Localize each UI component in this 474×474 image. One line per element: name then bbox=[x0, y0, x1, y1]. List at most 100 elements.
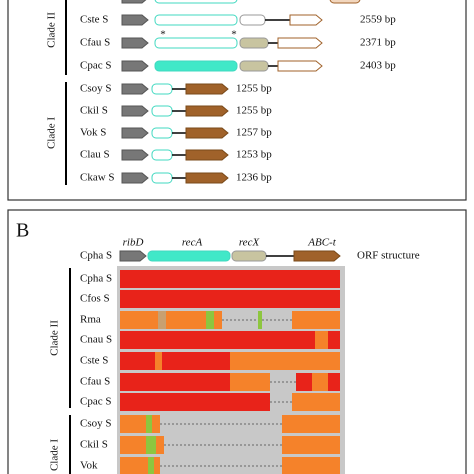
gene-arrow bbox=[277, 37, 323, 49]
gene-box bbox=[239, 14, 266, 26]
gene-arrow bbox=[121, 83, 149, 95]
alignment-block bbox=[155, 352, 162, 370]
gene-arrow bbox=[119, 250, 147, 262]
strain-label: Vok bbox=[80, 460, 98, 472]
alignment-block bbox=[268, 352, 340, 370]
alignment-block bbox=[296, 373, 312, 391]
alignment-block bbox=[328, 331, 340, 349]
alignment-block bbox=[120, 457, 148, 474]
gene-box bbox=[151, 105, 173, 117]
gene-box bbox=[231, 250, 267, 262]
alignment-block bbox=[258, 311, 262, 329]
gene-arrow bbox=[121, 149, 149, 161]
alignment-block bbox=[282, 415, 340, 433]
strain-label: Cpha S bbox=[80, 273, 112, 285]
gene-arrow bbox=[185, 172, 229, 184]
alignment-block bbox=[292, 311, 340, 329]
length-label: 2559 bp bbox=[360, 14, 396, 26]
alignment-block bbox=[162, 352, 230, 370]
alignment-block bbox=[146, 436, 156, 454]
alignment-block bbox=[328, 373, 340, 391]
alignment-block bbox=[120, 290, 340, 308]
gene-box bbox=[239, 60, 269, 72]
strain-label: Cste S bbox=[80, 355, 108, 367]
gene-box bbox=[154, 14, 238, 26]
gene-box bbox=[154, 60, 238, 72]
gene-box bbox=[239, 37, 269, 49]
clade-label: Clade II bbox=[46, 12, 58, 48]
gene-arrow bbox=[289, 14, 323, 26]
alignment-block bbox=[148, 457, 154, 474]
gene-name: ribD bbox=[123, 237, 144, 249]
alignment-block bbox=[166, 311, 206, 329]
reference-label: Cpha S bbox=[80, 250, 112, 262]
length-label: 1257 bp bbox=[236, 127, 272, 139]
gene-arrow bbox=[185, 127, 229, 139]
alignment-block bbox=[120, 373, 230, 391]
alignment-block bbox=[312, 373, 328, 391]
gene-arrow bbox=[121, 37, 149, 49]
strain-label: Clau S bbox=[80, 149, 110, 161]
alignment-block bbox=[158, 311, 166, 329]
gene-arrow bbox=[185, 105, 229, 117]
alignment-block bbox=[120, 311, 158, 329]
alignment-block bbox=[282, 457, 340, 474]
strain-label: Rma bbox=[80, 314, 101, 326]
alignment-block bbox=[206, 311, 214, 329]
strain-label: Ckil S bbox=[80, 439, 108, 451]
strain-label: Cste S bbox=[80, 14, 108, 26]
alignment-block bbox=[120, 331, 315, 349]
panel-b-frame bbox=[7, 209, 467, 474]
gene-arrow bbox=[121, 14, 149, 26]
alignment-block bbox=[230, 352, 268, 370]
length-label: 1236 bp bbox=[236, 172, 272, 184]
length-label: 2371 bp bbox=[360, 37, 396, 49]
gene-name: ABC-t bbox=[307, 237, 336, 249]
gene-box bbox=[329, 0, 361, 4]
gene-name: recA bbox=[182, 237, 203, 249]
gene-box bbox=[151, 172, 173, 184]
gene-name: recX bbox=[239, 237, 261, 249]
alignment-block bbox=[120, 270, 340, 288]
gene-arrow bbox=[185, 83, 229, 95]
clade-label: Clade I bbox=[46, 117, 58, 149]
alignment-block bbox=[315, 331, 328, 349]
asterisk: * bbox=[160, 29, 166, 41]
strain-label: Ckaw S bbox=[80, 172, 115, 184]
gene-arrow bbox=[121, 60, 149, 72]
strain-label: Ckil S bbox=[80, 105, 108, 117]
asterisk: * bbox=[231, 29, 237, 41]
strain-label: Cpac S bbox=[80, 60, 111, 72]
alignment-block bbox=[154, 457, 160, 474]
clade-label: Clade I bbox=[49, 439, 61, 471]
length-label: 1253 bp bbox=[236, 149, 272, 161]
strain-label: Csoy S bbox=[80, 83, 112, 95]
gene-box bbox=[154, 0, 238, 4]
alignment-block bbox=[156, 436, 164, 454]
gene-box bbox=[154, 37, 238, 49]
strain-label: Cfau S bbox=[80, 37, 110, 49]
gene-arrow bbox=[121, 105, 149, 117]
alignment-block bbox=[120, 415, 146, 433]
alignment-block bbox=[120, 352, 155, 370]
gene-arrow bbox=[185, 149, 229, 161]
alignment-block bbox=[230, 373, 270, 391]
gene-box bbox=[147, 250, 231, 262]
strain-label: Cfos S bbox=[80, 293, 110, 305]
panel-b-label: B bbox=[16, 220, 29, 242]
gene-box bbox=[151, 149, 173, 161]
alignment-block bbox=[214, 311, 222, 329]
strain-label: Cpac S bbox=[80, 396, 111, 408]
length-label: 1255 bp bbox=[236, 105, 272, 117]
gene-arrow bbox=[293, 250, 341, 262]
length-label: 1255 bp bbox=[236, 83, 272, 95]
clade-label: Clade II bbox=[49, 320, 61, 356]
strain-label: Cfau S bbox=[80, 376, 110, 388]
strain-label: Cnau S bbox=[80, 334, 112, 346]
length-label: 2403 bp bbox=[360, 60, 396, 72]
gene-arrow bbox=[121, 172, 149, 184]
alignment-block bbox=[120, 393, 270, 411]
gene-box bbox=[151, 127, 173, 139]
strain-label: Csoy S bbox=[80, 418, 112, 430]
